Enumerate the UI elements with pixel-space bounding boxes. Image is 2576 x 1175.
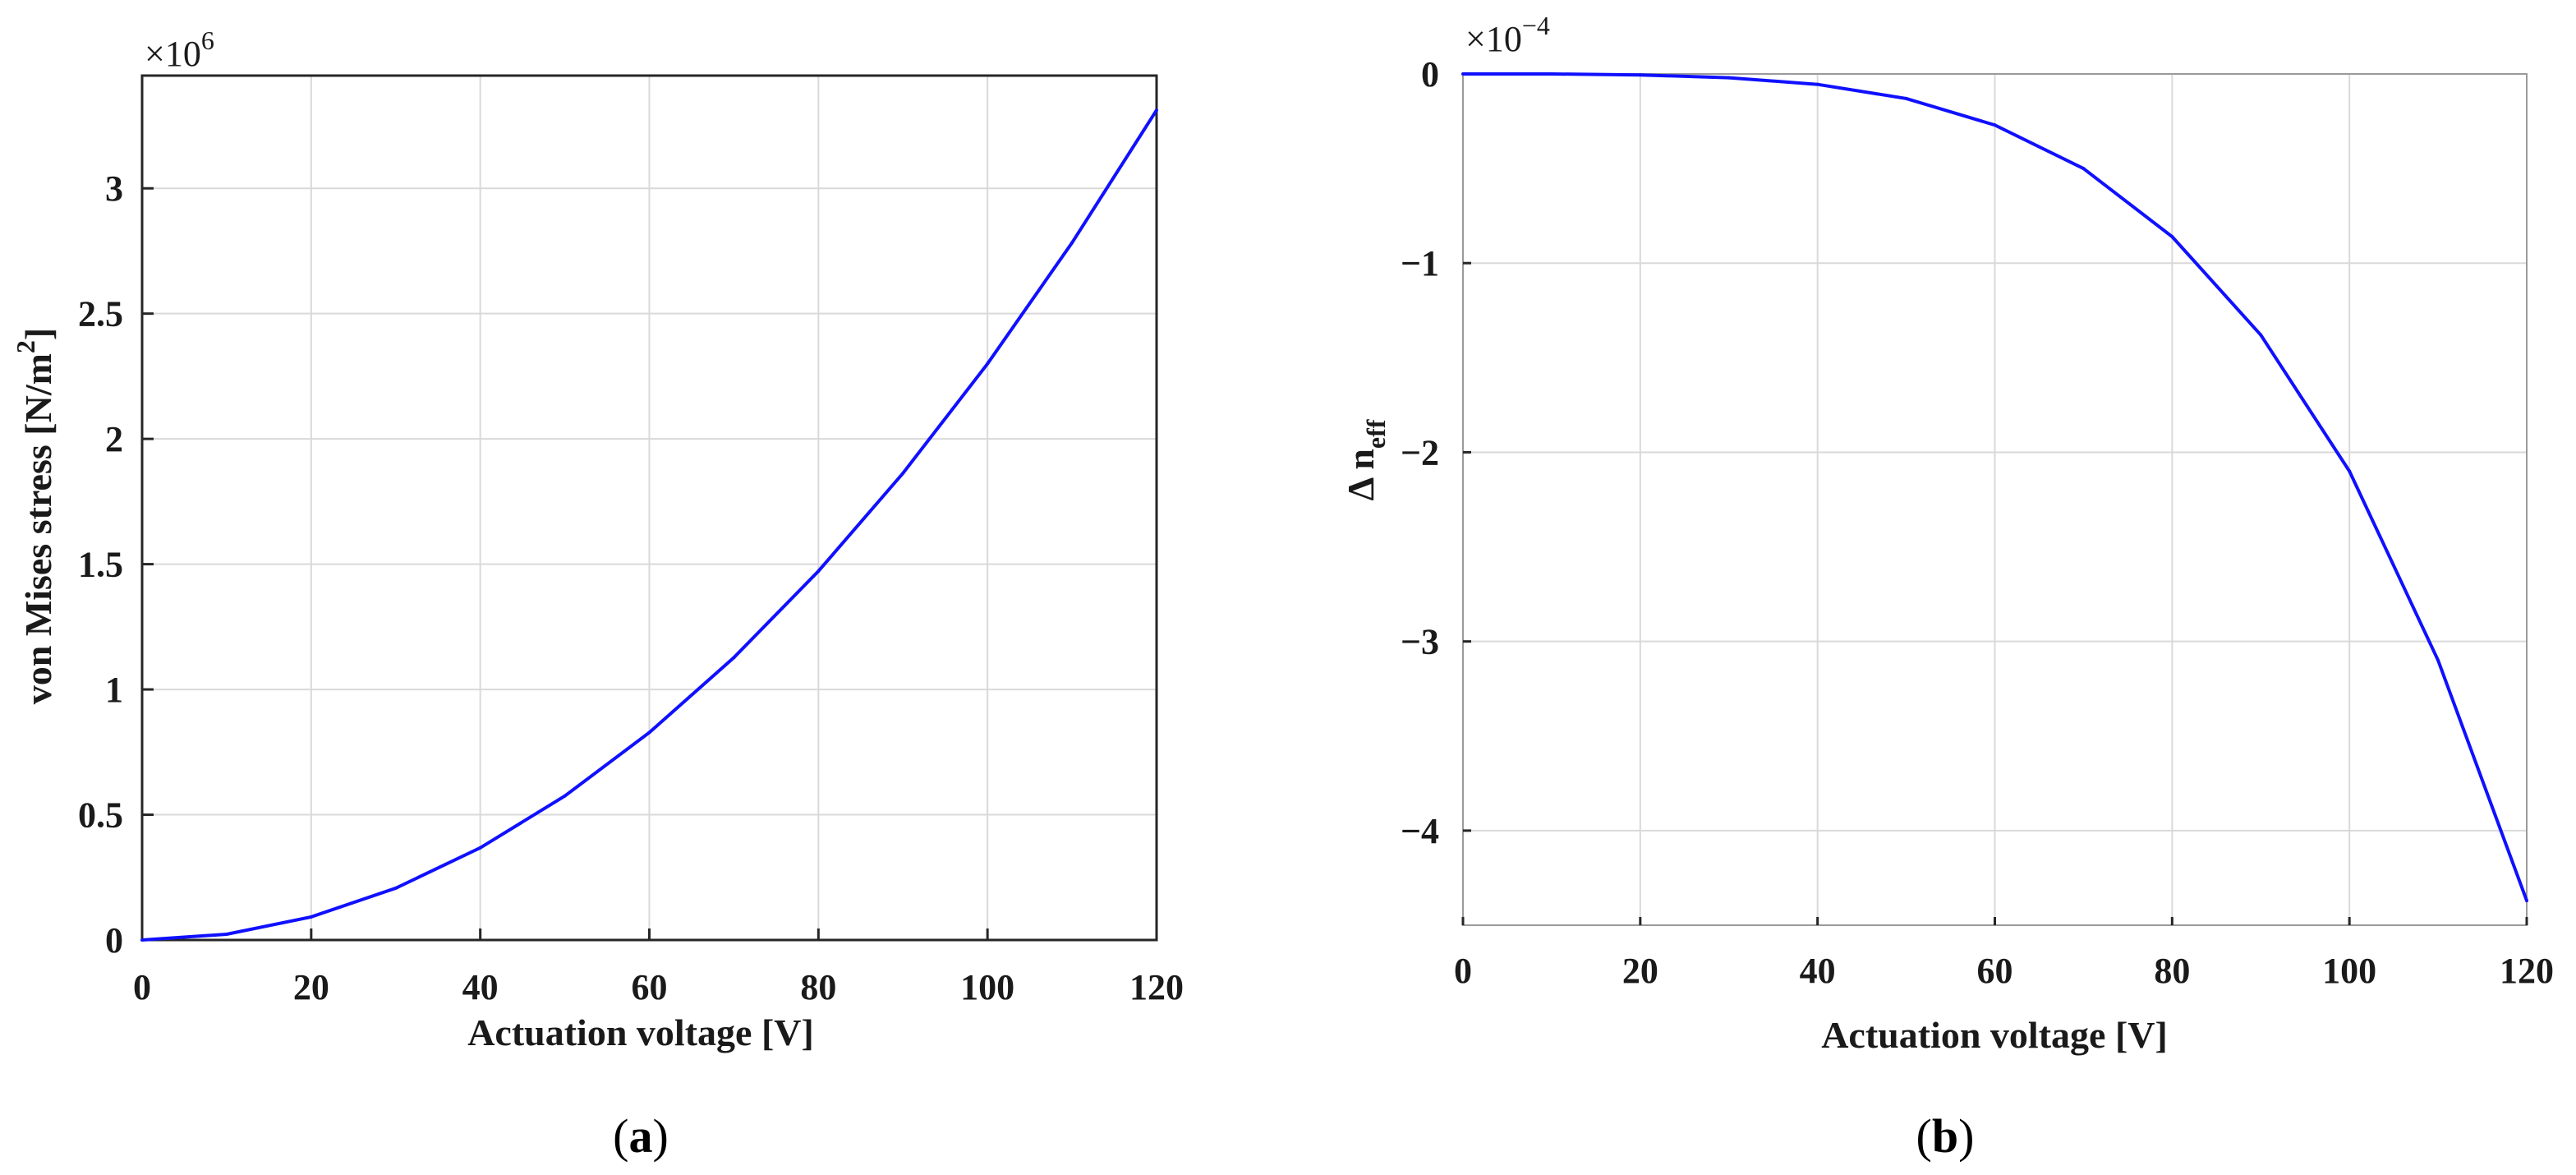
chart-b-xtick-label: 0 xyxy=(1454,951,1472,991)
chart-a-data-point xyxy=(309,915,313,919)
chart-b-ytick-label: −2 xyxy=(1401,432,1439,472)
chart-a-grid xyxy=(141,76,1157,941)
chart-b-data-point xyxy=(1904,96,1908,100)
chart-b-data-point xyxy=(1993,123,1997,127)
chart-a-xtick-label: 40 xyxy=(462,967,499,1007)
chart-b-data-point xyxy=(1461,72,1465,76)
chart-a-data-point xyxy=(732,656,736,660)
chart-b-series xyxy=(1461,72,2528,903)
chart-a-xlabel: Actuation voltage [V] xyxy=(467,1011,814,1053)
chart-a-data-point xyxy=(140,938,144,942)
chart-a-exponent-label: ×106 xyxy=(145,25,214,74)
chart-b-data-point xyxy=(1638,73,1642,77)
chart-b-xtick-label: 120 xyxy=(2500,951,2554,991)
chart-b-data-point xyxy=(2082,167,2086,171)
chart-a-xtick-label: 100 xyxy=(960,967,1014,1007)
chart-a-ytick-label: 1.5 xyxy=(78,545,123,585)
chart-a-xtick-label: 60 xyxy=(632,967,668,1007)
chart-a-ytick-label: 2.5 xyxy=(78,294,123,334)
chart-a-xtick-label: 20 xyxy=(293,967,329,1007)
chart-b-exponent-label: ×10−4 xyxy=(1465,11,1550,59)
chart-b-ytick-label: −3 xyxy=(1401,622,1439,662)
chart-a-data-point xyxy=(563,794,567,798)
chart-a-ytick-label: 2 xyxy=(105,419,123,459)
chart-b-ytick-label: 0 xyxy=(1421,54,1439,94)
chart-b-data-point xyxy=(2525,899,2528,903)
chart-a-xtick-label: 120 xyxy=(1129,967,1184,1007)
chart-a-xtick-label: 0 xyxy=(133,967,151,1007)
chart-a-ytick-label: 3 xyxy=(105,168,123,209)
chart-b-data-point xyxy=(1549,72,1553,76)
chart-b-data-point xyxy=(1815,82,1819,86)
chart-a-ytick-label: 0.5 xyxy=(78,795,123,836)
chart-b-ticks: 0 20 40 60 80 100 120 0 −1 −2 −3 −4 xyxy=(1401,54,2554,991)
chart-a-ticks: 0 20 40 60 80 100 120 0 0.5 1 1.5 2 2.5 3 xyxy=(78,168,1184,1007)
chart-b-xtick-label: 100 xyxy=(2322,951,2376,991)
chart-a-data-point xyxy=(478,846,482,850)
chart-a-ytick-label: 0 xyxy=(105,920,123,961)
chart-b: 0 20 40 60 80 100 120 0 −1 −2 −3 −4 ×10−4 Actuation… xyxy=(1340,11,2554,1163)
chart-b-xtick-label: 80 xyxy=(2154,951,2190,991)
chart-b-data-point xyxy=(2348,469,2352,473)
chart-a-data-point xyxy=(986,362,990,366)
chart-a-ytick-label: 1 xyxy=(105,670,123,710)
chart-a-data-point xyxy=(224,932,228,936)
chart-a-data-point xyxy=(647,730,651,735)
chart-b-ytick-label: −1 xyxy=(1401,243,1439,283)
chart-b-data-point xyxy=(2170,234,2174,238)
chart-b-panel-label: (b) xyxy=(1916,1109,1975,1163)
chart-a-series xyxy=(140,108,1158,942)
chart-a-data-point xyxy=(1070,241,1074,245)
chart-b-data-point xyxy=(2259,333,2263,337)
chart-b-xlabel: Actuation voltage [V] xyxy=(1821,1014,2168,1056)
chart-a-xtick-label: 80 xyxy=(800,967,836,1007)
chart-b-xtick-label: 60 xyxy=(1977,951,2013,991)
chart-b-grid xyxy=(1462,73,2528,925)
chart-a-ylabel: von Mises stress [N/m2] xyxy=(11,328,59,705)
chart-a-data-point xyxy=(901,471,905,475)
chart-b-data-point xyxy=(1727,76,1731,80)
chart-a-data-point xyxy=(816,569,821,574)
chart-b-data-point xyxy=(2436,658,2440,662)
chart-a-panel-label: (a) xyxy=(613,1109,669,1163)
chart-b-ylabel: Δ neff xyxy=(1340,419,1391,500)
chart-b-ytick-label: −4 xyxy=(1401,811,1439,851)
chart-a-data-point xyxy=(393,886,398,890)
chart-b-xtick-label: 20 xyxy=(1622,951,1658,991)
chart-a-data-point xyxy=(1155,108,1158,113)
chart-a: 0 20 40 60 80 100 120 0 0.5 1 1.5 2 2.5 3 ×106 Actuat… xyxy=(11,25,1184,1163)
chart-b-xtick-label: 40 xyxy=(1800,951,1836,991)
